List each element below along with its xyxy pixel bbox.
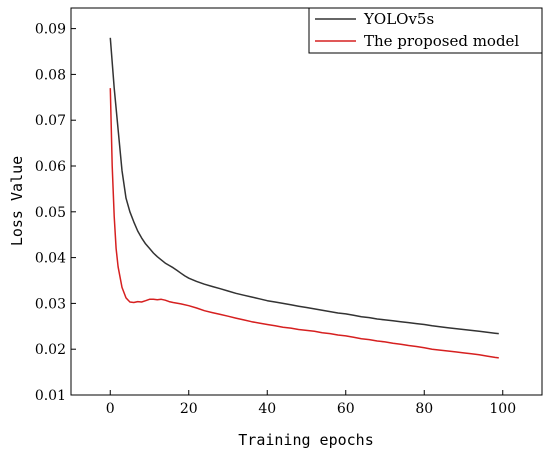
- x-tick-label: 60: [337, 401, 355, 417]
- series-line-yolov5s: [109, 37, 499, 335]
- y-axis: 0.01 0.02 0.03 0.04 0.05 0.06 0.07 0.08 0.09: [35, 22, 76, 404]
- x-axis: 0 20 40 60 80 100: [106, 390, 516, 417]
- x-tick-label: 80: [415, 401, 433, 417]
- y-tick-label: 0.07: [35, 113, 66, 129]
- series-layer: [109, 37, 499, 359]
- series-line-proposed-model: [109, 88, 499, 359]
- x-tick-label: 0: [106, 401, 115, 417]
- x-tick-label: 40: [258, 401, 276, 417]
- legend: YOLOv5s The proposed model: [308, 7, 543, 54]
- y-tick-label: 0.05: [35, 205, 66, 221]
- y-axis-label: Loss Value: [8, 156, 26, 246]
- y-tick-label: 0.02: [35, 342, 66, 358]
- x-tick-label: 20: [180, 401, 198, 417]
- y-tick-label: 0.03: [35, 296, 66, 312]
- legend-label-proposed: The proposed model: [364, 32, 519, 50]
- y-tick-label: 0.06: [35, 159, 66, 175]
- x-axis-label: Training epochs: [238, 431, 373, 449]
- plot-frame: [70, 7, 543, 396]
- y-tick-label: 0.08: [35, 67, 66, 83]
- y-tick-label: 0.04: [35, 251, 66, 267]
- y-tick-label: 0.09: [35, 22, 66, 38]
- x-tick-label: 100: [489, 401, 516, 417]
- y-tick-label: 0.01: [35, 388, 66, 404]
- legend-label-yolov5s: YOLOv5s: [363, 10, 434, 28]
- legend-box: [308, 7, 543, 54]
